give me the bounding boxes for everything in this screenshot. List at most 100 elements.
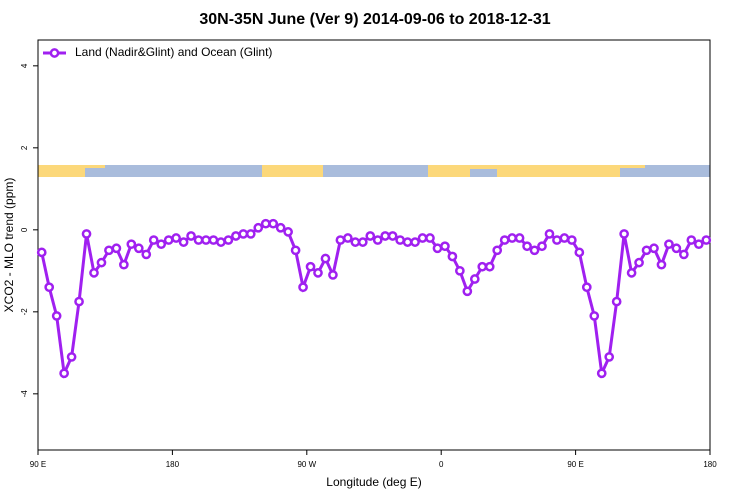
data-point <box>343 233 353 243</box>
data-point <box>305 261 316 272</box>
data-point <box>89 268 99 278</box>
data-point <box>581 282 592 293</box>
data-point <box>447 251 458 262</box>
data-point <box>59 368 69 379</box>
data-point <box>559 233 570 243</box>
legend-label: Land (Nadir&Glint) and Ocean (Glint) <box>75 45 272 59</box>
y-tick-label: -2 <box>20 308 29 316</box>
x-axis-label: Longitude (deg E) <box>326 475 421 489</box>
data-point <box>395 235 405 245</box>
data-point <box>664 239 674 250</box>
data-point <box>320 253 331 264</box>
data-point <box>201 235 211 245</box>
x-tick-label: 0 <box>439 460 444 469</box>
plot-frame <box>37 39 711 451</box>
data-point <box>186 231 196 241</box>
y-tick-label: -4 <box>20 390 29 398</box>
data-point <box>231 231 241 241</box>
x-tick-label: 180 <box>166 460 180 469</box>
data-point <box>313 268 323 278</box>
y-tick-label: 4 <box>20 63 29 68</box>
x-tick-label: 90 E <box>30 460 46 469</box>
data-point <box>141 249 152 260</box>
data-point <box>701 235 712 245</box>
data-point <box>492 245 503 256</box>
data-point <box>679 249 689 260</box>
data-point <box>328 270 338 280</box>
data-point <box>268 218 279 229</box>
data-point <box>417 233 428 243</box>
data-point <box>350 237 361 247</box>
y-tick-label: 2 <box>20 145 29 150</box>
chart-title: 30N-35N June (Ver 9) 2014-09-06 to 2018-… <box>199 11 550 28</box>
x-tick-label: 90 W <box>297 460 316 469</box>
data-point <box>245 229 256 239</box>
data-point <box>163 235 174 245</box>
data-point <box>208 235 219 245</box>
data-point <box>469 274 480 284</box>
data-point <box>611 296 622 307</box>
data-point <box>410 237 420 247</box>
data-point <box>671 243 682 254</box>
data-point <box>477 261 488 272</box>
data-point <box>649 243 659 254</box>
data-point <box>641 245 652 256</box>
data-point <box>126 239 137 250</box>
x-tick-label: 90 E <box>567 460 583 469</box>
data-point <box>440 241 450 252</box>
data-point <box>574 247 585 258</box>
data-point <box>365 231 376 241</box>
data-point <box>66 352 77 362</box>
data-point <box>552 235 562 245</box>
data-point <box>253 222 264 233</box>
data-point <box>507 233 517 243</box>
legend-marker <box>49 48 60 58</box>
data-point <box>238 229 249 239</box>
data-point <box>619 229 629 239</box>
data-point <box>357 237 368 247</box>
data-point <box>290 245 301 256</box>
data-point <box>604 352 615 362</box>
data-point <box>133 243 144 254</box>
data-point <box>119 259 129 270</box>
data-point <box>193 235 204 245</box>
data-point <box>596 368 607 379</box>
data-point <box>455 265 465 276</box>
data-point <box>335 235 346 245</box>
data-point <box>44 282 55 293</box>
data-point <box>111 243 122 254</box>
land-ocean-strip <box>38 165 710 177</box>
data-point <box>567 235 577 245</box>
data-point <box>656 259 667 270</box>
data-point <box>425 233 435 243</box>
data-point <box>589 311 600 321</box>
data-point <box>156 239 167 250</box>
data-point <box>626 268 637 278</box>
data-point <box>484 261 495 272</box>
data-point <box>298 282 308 293</box>
y-tick-label: 0 <box>20 227 29 232</box>
data-point <box>223 235 234 245</box>
data-point <box>74 296 84 307</box>
data-point <box>462 286 473 297</box>
data-point <box>148 235 159 245</box>
data-point <box>686 235 697 245</box>
data-point <box>693 239 704 250</box>
data-point <box>522 241 532 252</box>
data-point <box>544 229 555 239</box>
data-point <box>260 218 271 229</box>
data-point <box>36 247 47 258</box>
data-point <box>514 233 525 243</box>
data-point <box>432 243 443 254</box>
data-point <box>634 257 644 268</box>
data-point <box>387 231 398 241</box>
data-point <box>81 229 92 239</box>
data-point <box>283 227 293 237</box>
data-point <box>380 231 391 241</box>
data-point <box>537 241 547 252</box>
data-point <box>372 235 383 245</box>
data-point <box>529 245 540 256</box>
data-point <box>96 257 107 268</box>
data-point <box>499 235 510 245</box>
data-point <box>402 237 413 247</box>
